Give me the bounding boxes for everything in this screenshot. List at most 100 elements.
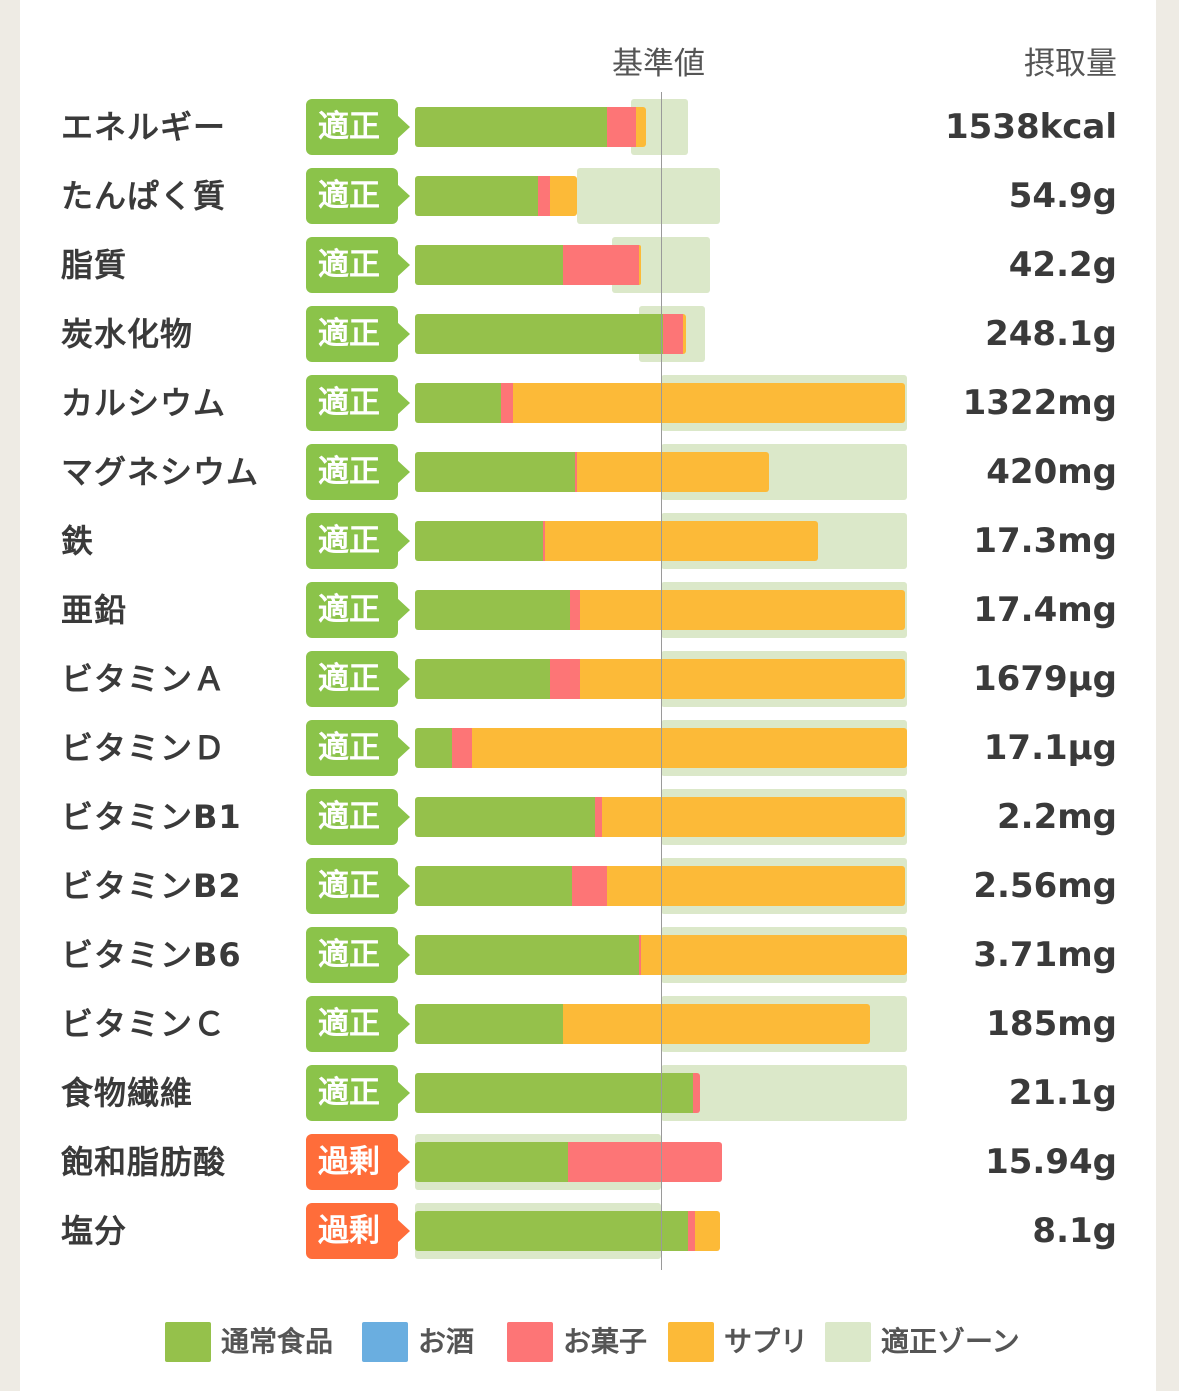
nutrient-row: カルシウム 適正 1322mg	[0, 373, 1179, 433]
nutrient-row: 亜鉛 適正 17.4mg	[0, 580, 1179, 640]
bar-segment-food	[415, 452, 575, 492]
nutrient-label: ビタミンB1	[61, 798, 242, 836]
bar-segment-snacks	[569, 590, 580, 630]
legend-swatch	[507, 1322, 553, 1362]
legend-label: お酒	[418, 1325, 475, 1358]
status-badge: 過剰	[306, 1203, 410, 1259]
intake-value: 420mg	[986, 452, 1117, 492]
nutrient-label: たんぱく質	[61, 177, 227, 215]
intake-value: 8.1g	[1032, 1211, 1117, 1251]
bar-segment-food	[415, 590, 570, 630]
reference-value-header: 基準値	[612, 46, 705, 82]
bar-segment-supplement	[641, 935, 907, 975]
intake-value: 17.1μg	[983, 728, 1117, 768]
bar-segment-food	[415, 383, 502, 423]
nutrient-row: ビタミンＤ 適正 17.1μg	[0, 718, 1179, 778]
nutrient-row: エネルギー 適正 1538kcal	[0, 97, 1179, 157]
bar-segment-food	[415, 1142, 568, 1182]
bar-segment-snacks	[562, 245, 639, 285]
nutrient-row: ビタミンB6 適正 3.71mg	[0, 925, 1179, 985]
nutrient-label: 炭水化物	[61, 315, 194, 353]
legend-swatch	[362, 1322, 408, 1362]
bar-segment-snacks	[663, 314, 684, 354]
bar-segment-supplement	[683, 314, 686, 354]
nutrient-row: 脂質 適正 42.2g	[0, 235, 1179, 295]
bar-segment-food	[415, 245, 563, 285]
nutrient-label: 鉄	[61, 522, 95, 560]
bar-segment-supplement	[545, 521, 819, 561]
bar-segment-snacks	[638, 935, 642, 975]
nutrient-label: ビタミンＤ	[61, 729, 227, 767]
bar-segment-snacks	[574, 452, 578, 492]
intake-value: 1538kcal	[945, 107, 1117, 147]
nutrient-label: 脂質	[61, 246, 128, 284]
intake-value: 15.94g	[985, 1142, 1117, 1182]
legend-label: 通常食品	[221, 1325, 334, 1358]
nutrient-row: ビタミンB2 適正 2.56mg	[0, 856, 1179, 916]
status-badge: 適正	[306, 651, 410, 707]
nutrient-label: マグネシウム	[61, 453, 260, 491]
bar-segment-snacks	[550, 659, 580, 699]
nutrient-label: エネルギー	[61, 108, 227, 146]
nutrient-row: 炭水化物 適正 248.1g	[0, 304, 1179, 364]
bar-segment-food	[415, 659, 551, 699]
bar-segment-snacks	[538, 176, 551, 216]
nutrient-label: 亜鉛	[61, 591, 128, 629]
bar-segment-supplement	[513, 383, 905, 423]
status-badge: 適正	[306, 444, 410, 500]
legend-label: 適正ゾーン	[881, 1325, 1020, 1358]
status-badge: 適正	[306, 858, 410, 914]
intake-value: 17.3mg	[973, 521, 1117, 561]
bar-segment-supplement	[562, 1004, 871, 1044]
legend-swatch	[668, 1322, 714, 1362]
nutrient-row: ビタミンＡ 適正 1679μg	[0, 649, 1179, 709]
status-badge: 適正	[306, 237, 410, 293]
status-badge: 過剰	[306, 1134, 410, 1190]
nutrient-label: 食物繊維	[61, 1074, 194, 1112]
intake-value: 185mg	[986, 1004, 1117, 1044]
optimal-zone-bar	[577, 168, 721, 224]
intake-header: 摂取量	[1024, 46, 1117, 82]
bar-segment-food	[415, 1004, 563, 1044]
status-badge: 適正	[306, 996, 410, 1052]
status-badge: 適正	[306, 927, 410, 983]
bar-segment-supplement	[601, 797, 905, 837]
bar-segment-snacks	[594, 797, 602, 837]
bar-segment-supplement	[579, 659, 905, 699]
bar-segment-supplement	[636, 107, 647, 147]
nutrient-label: ビタミンＡ	[61, 660, 227, 698]
intake-value: 17.4mg	[973, 590, 1117, 630]
nutrient-label: カルシウム	[61, 384, 227, 422]
status-badge: 適正	[306, 375, 410, 431]
bar-segment-snacks	[572, 866, 607, 906]
nutrient-label: 飽和脂肪酸	[61, 1143, 227, 1181]
nutrient-row: 飽和脂肪酸 過剰 15.94g	[0, 1132, 1179, 1192]
nutrient-row: 食物繊維 適正 21.1g	[0, 1063, 1179, 1123]
legend-swatch	[825, 1322, 871, 1362]
bar-segment-supplement	[695, 1211, 721, 1251]
bar-segment-supplement	[579, 590, 905, 630]
intake-value: 1322mg	[962, 383, 1117, 423]
bar-segment-food	[415, 107, 607, 147]
bar-segment-supplement	[471, 728, 907, 768]
intake-value: 3.71mg	[973, 935, 1117, 975]
bar-segment-food	[415, 314, 664, 354]
nutrient-row: たんぱく質 適正 54.9g	[0, 166, 1179, 226]
bar-segment-food	[415, 1073, 693, 1113]
intake-value: 1679μg	[973, 659, 1117, 699]
bar-segment-supplement	[606, 866, 905, 906]
status-badge: 適正	[306, 720, 410, 776]
status-badge: 適正	[306, 1065, 410, 1121]
bar-segment-food	[415, 1211, 689, 1251]
status-badge: 適正	[306, 99, 410, 155]
optimal-zone-bar	[661, 1065, 907, 1121]
intake-value: 2.56mg	[973, 866, 1117, 906]
bar-segment-snacks	[688, 1211, 696, 1251]
nutrient-row: 鉄 適正 17.3mg	[0, 511, 1179, 571]
bar-segment-supplement	[550, 176, 578, 216]
bar-segment-food	[415, 866, 573, 906]
bar-segment-supplement	[638, 245, 642, 285]
status-badge: 適正	[306, 582, 410, 638]
bar-segment-food	[415, 935, 639, 975]
status-badge: 適正	[306, 789, 410, 845]
